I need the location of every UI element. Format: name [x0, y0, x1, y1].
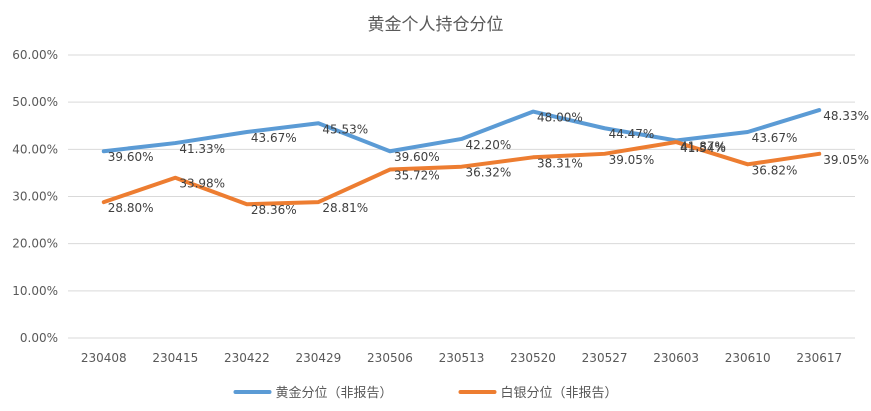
data-label: 39.05% [609, 153, 655, 167]
y-tick-label: 60.00% [12, 48, 58, 62]
data-label: 36.82% [752, 163, 798, 177]
legend-label: 白银分位（非报告） [501, 385, 618, 401]
data-label: 48.33% [823, 109, 869, 123]
data-label: 28.81% [322, 201, 368, 215]
legend: 黄金分位（非报告） 白银分位（非报告） [233, 385, 618, 401]
gridlines [68, 54, 855, 339]
data-label: 43.67% [752, 131, 798, 145]
data-label: 35.72% [394, 169, 440, 183]
x-tick-label: 230422 [224, 351, 270, 365]
series-line-silver [101, 140, 822, 207]
data-label: 38.31% [537, 156, 583, 170]
data-label: 45.53% [322, 122, 368, 136]
x-tick-label: 230603 [653, 351, 699, 365]
x-tick-label: 230610 [725, 351, 771, 365]
y-tick-label: 30.00% [12, 190, 58, 204]
series-lines [101, 108, 822, 207]
x-tick-label: 230520 [510, 351, 556, 365]
data-label: 33.98% [179, 177, 225, 191]
y-tick-label: 0.00% [20, 331, 58, 345]
series-line-gold [101, 108, 822, 154]
data-label: 41.54% [680, 141, 726, 155]
data-label: 48.00% [537, 111, 583, 125]
data-label: 28.80% [108, 201, 154, 215]
data-label: 39.60% [108, 150, 154, 164]
x-tick-label: 230513 [439, 351, 485, 365]
chart-title: 黄金个人持仓分位 [367, 15, 504, 35]
data-label: 39.60% [394, 150, 440, 164]
y-axis-ticks: 0.00% 10.00% 20.00% 30.00% 40.00% 50.00% 60.00… [12, 48, 58, 345]
x-tick-label: 230527 [582, 351, 628, 365]
data-label: 42.20% [466, 138, 512, 152]
data-label: 44.47% [609, 127, 655, 141]
data-label: 28.36% [251, 203, 297, 217]
y-tick-label: 50.00% [12, 95, 58, 109]
legend-label: 黄金分位（非报告） [276, 385, 393, 401]
data-label: 41.87% [680, 140, 726, 154]
data-label: 41.33% [179, 142, 225, 156]
data-label: 39.05% [823, 153, 869, 167]
data-label: 36.32% [466, 166, 512, 180]
x-tick-label: 230415 [152, 351, 198, 365]
x-tick-label: 230617 [796, 351, 842, 365]
x-axis-ticks: 230408 230415 230422 230429 230506 230513 2305… [81, 351, 842, 365]
y-tick-label: 10.00% [12, 284, 58, 298]
x-tick-label: 230408 [81, 351, 127, 365]
y-tick-label: 40.00% [12, 142, 58, 156]
data-label: 43.67% [251, 131, 297, 145]
data-labels: 39.60% 41.33% 43.67% 45.53% 39.60% 42.20% 48.0… [108, 109, 869, 217]
x-tick-label: 230429 [296, 351, 342, 365]
x-tick-label: 230506 [367, 351, 413, 365]
y-tick-label: 20.00% [12, 237, 58, 251]
